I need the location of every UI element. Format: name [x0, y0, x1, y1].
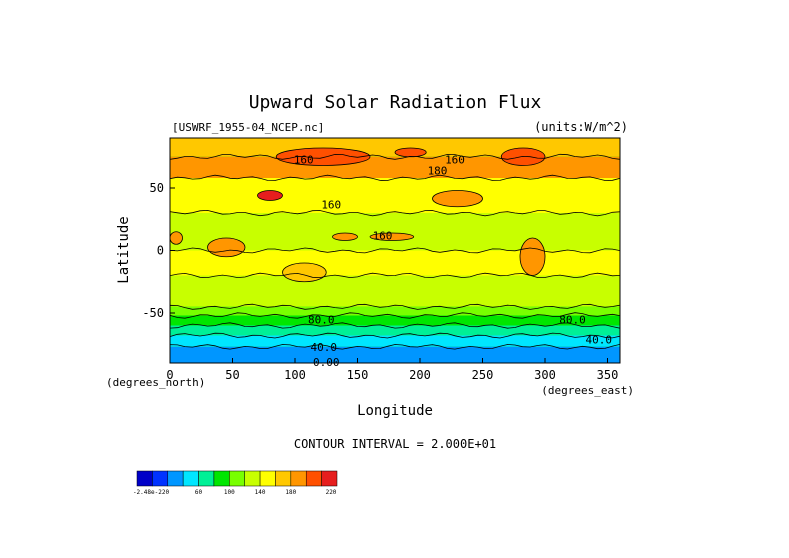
y-tick-label: 0: [157, 244, 164, 258]
colorbar-swatch: [290, 470, 307, 487]
x-tick-label: 0: [166, 368, 173, 382]
contour-label: 160: [294, 153, 314, 166]
x-tick-label: 250: [472, 368, 494, 382]
contour-line: [170, 312, 620, 319]
colorbar-swatch: [259, 470, 276, 487]
lat-band: [170, 335, 620, 347]
contour-label: 80.0: [559, 313, 586, 326]
contour-line: [170, 332, 620, 339]
field-feature: [519, 237, 546, 276]
contour-label: 80.0: [308, 313, 335, 326]
colorbar-swatch: [275, 470, 292, 487]
contour-label: 40.0: [586, 333, 613, 346]
colorbar-swatch: [213, 470, 230, 487]
lat-band: [170, 325, 620, 336]
colorbar-swatch: [152, 470, 169, 487]
colorbar-swatch: [182, 470, 199, 487]
colorbar-label: 100: [224, 489, 235, 496]
contour-line: [170, 209, 620, 217]
field-feature: [257, 190, 283, 201]
contour-interval-text: CONTOUR INTERVAL = 2.000E+01: [294, 437, 496, 451]
field-feature: [207, 237, 246, 258]
x-tick-label: 350: [597, 368, 619, 382]
field-feature: [432, 190, 483, 208]
lat-band: [170, 306, 620, 316]
y-units-label: (degrees_north): [106, 376, 205, 389]
colorbar-swatch: [244, 470, 261, 487]
field-feature: [332, 232, 358, 241]
colorbar-swatch: [229, 470, 245, 487]
contour-line: [170, 247, 620, 254]
field-feature: [369, 232, 415, 241]
field-feature: [170, 231, 183, 245]
colorbar-swatch: [305, 470, 322, 487]
x-tick-label: 150: [347, 368, 369, 382]
colorbar-swatch: [321, 470, 338, 487]
colorbar-swatch: [167, 470, 184, 487]
contour-line: [170, 322, 620, 329]
contour-line: [170, 174, 620, 181]
y-tick-label: 50: [150, 181, 164, 195]
y-tick-label: -50: [142, 306, 164, 320]
colorbar-label: 220: [326, 489, 337, 496]
contour-label: 160: [321, 198, 341, 211]
contour-label: 0.00: [313, 356, 340, 369]
x-tick-label: 50: [225, 368, 239, 382]
colorbar-label: 180: [285, 489, 296, 496]
field-feature: [394, 147, 427, 158]
colorbar-label: 140: [255, 489, 266, 496]
units-label: (units:W/m^2): [534, 120, 628, 134]
x-tick-label: 300: [534, 368, 556, 382]
contour-line: [170, 344, 620, 350]
y-axis-label: Latitude: [116, 216, 132, 283]
contour-label: 160: [445, 153, 465, 166]
chart-title: Upward Solar Radiation Flux: [249, 92, 542, 113]
contour-line: [170, 272, 620, 279]
x-units-label: (degrees_east): [541, 384, 634, 397]
lat-band: [170, 346, 620, 363]
field-feature: [282, 262, 327, 283]
lat-band: [170, 178, 620, 213]
dataset-label: [USWRF_1955-04_NCEP.nc]: [172, 121, 324, 134]
colorbar: [136, 470, 338, 487]
lat-band: [170, 315, 620, 326]
contour-line: [170, 303, 620, 310]
contour-line: [170, 153, 620, 160]
colorbar-label: -2.48e-220: [133, 489, 170, 496]
heatmap-area: [170, 138, 620, 363]
lat-band: [170, 213, 620, 251]
colorbar-label: 60: [195, 489, 203, 496]
x-tick-label: 200: [409, 368, 431, 382]
contour-label: 40.0: [311, 341, 338, 354]
lat-band: [170, 275, 620, 307]
lat-band: [170, 138, 620, 157]
contour-label: 160: [373, 230, 393, 243]
x-tick-label: 100: [284, 368, 306, 382]
contour-label: 180: [428, 165, 448, 178]
colorbar-swatch: [136, 470, 153, 487]
field-feature: [275, 147, 371, 166]
colorbar-swatch: [198, 470, 215, 487]
x-axis-label: Longitude: [357, 403, 433, 419]
